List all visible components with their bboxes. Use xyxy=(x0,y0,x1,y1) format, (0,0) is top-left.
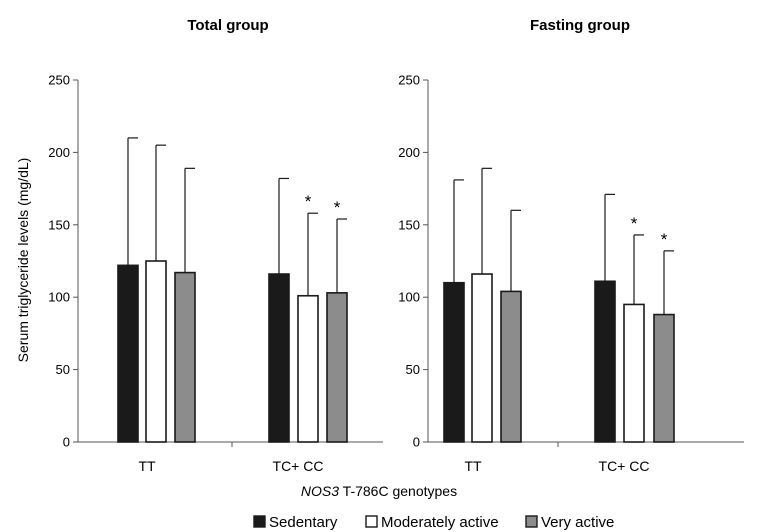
x-axis-title-rest: T-786C genotypes xyxy=(339,483,457,499)
bar xyxy=(268,273,290,443)
bar xyxy=(145,260,167,443)
x-axis-title-italic: NOS3 xyxy=(301,483,339,499)
y-axis-title: Serum triglyceride levels (mg/dL) xyxy=(15,158,31,363)
bar xyxy=(471,273,493,443)
significance-marker: * xyxy=(661,230,668,249)
x-tick-label: TC+ CC xyxy=(273,458,324,474)
y-tick-label: 0 xyxy=(413,435,420,450)
panel-total-group: Total group 0 50 100 150 200 250 TT TC+ CC * * xyxy=(48,17,383,474)
panel-title: Total group xyxy=(187,17,268,34)
significance-marker: * xyxy=(631,214,638,233)
panel-title: Fasting group xyxy=(530,17,630,34)
bar xyxy=(594,280,616,443)
legend-label: Sedentary xyxy=(269,514,338,531)
legend-swatch xyxy=(365,515,378,528)
panel-fasting-group: Fasting group 0 50 100 150 200 250 TT TC+ CC * * xyxy=(398,17,744,474)
bar xyxy=(326,292,348,443)
y-tick-label: 150 xyxy=(398,217,420,232)
y-tick-label: 0 xyxy=(63,435,70,450)
bar xyxy=(174,271,196,443)
y-tick-label: 250 xyxy=(398,73,420,88)
bar xyxy=(623,303,645,443)
legend-label: Moderately active xyxy=(381,514,499,531)
x-tick-label: TT xyxy=(138,458,156,474)
y-tick-label: 50 xyxy=(56,362,70,377)
y-tick-label: 250 xyxy=(48,73,70,88)
y-tick-label: 150 xyxy=(48,217,70,232)
legend-label: Very active xyxy=(541,514,614,531)
x-tick-label: TC+ CC xyxy=(599,458,650,474)
legend: Sedentary Moderately active Very active xyxy=(253,514,614,531)
legend-swatch xyxy=(525,515,538,528)
bar xyxy=(653,313,675,443)
y-tick-label: 100 xyxy=(398,290,420,305)
bar xyxy=(297,294,319,443)
y-tick-label: 100 xyxy=(48,290,70,305)
significance-marker: * xyxy=(334,198,341,217)
significance-marker: * xyxy=(305,192,312,211)
x-tick-label: TT xyxy=(464,458,482,474)
y-tick-label: 200 xyxy=(398,145,420,160)
x-axis-title: NOS3 T-786C genotypes xyxy=(301,483,457,499)
bar xyxy=(500,290,522,443)
y-tick-label: 50 xyxy=(406,362,420,377)
legend-swatch xyxy=(253,515,266,528)
bar xyxy=(117,264,139,443)
bar xyxy=(443,281,465,443)
y-tick-label: 200 xyxy=(48,145,70,160)
